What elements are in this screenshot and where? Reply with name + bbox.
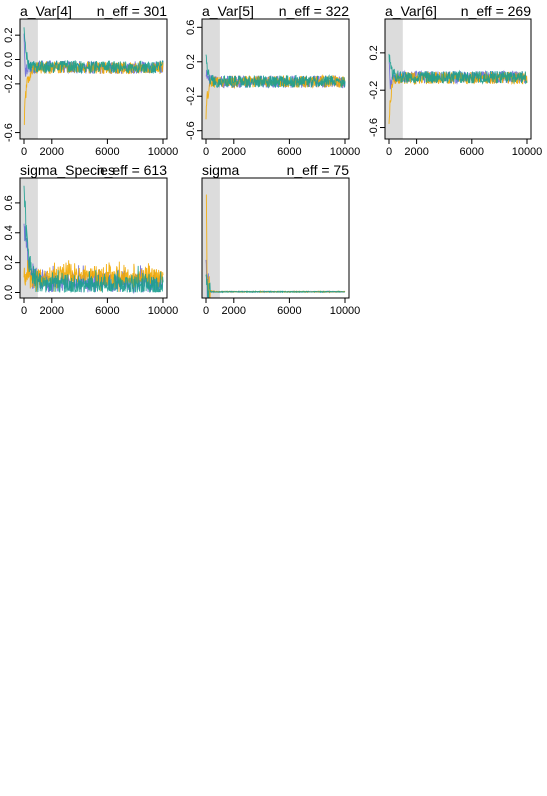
plot-frame	[201, 177, 350, 299]
panel-neff: n_eff = 269	[461, 3, 531, 19]
y-tick-label: -0.6	[368, 118, 380, 137]
traces	[205, 194, 346, 298]
y-tick-label: 0.0	[3, 285, 15, 300]
trace-panel-4: 0 2000 6000 10000 0.0 0.2 0.4 0.6 sigma_Speciesn…	[3, 162, 178, 317]
y-tick-label: 0.2	[3, 28, 15, 43]
x-tick-label: 2000	[222, 305, 246, 317]
panel-neff: n_eff = 301	[97, 3, 167, 19]
x-tick-label: 0	[203, 146, 209, 158]
x-tick-label: 6000	[95, 146, 119, 158]
x-tick-label: 10000	[148, 305, 179, 317]
y-tick-label: 0.6	[3, 195, 15, 210]
plot-frame	[19, 18, 168, 140]
trace-chain-2	[205, 194, 346, 298]
x-tick-label: 2000	[40, 305, 64, 317]
y-tick-label: 0.2	[368, 45, 380, 60]
x-tick-label: 10000	[512, 146, 543, 158]
panel-title: a_Var[6]	[385, 3, 437, 19]
trace-chain-3	[23, 27, 164, 75]
x-tick-label: 6000	[277, 146, 301, 158]
y-tick-label: 0.2	[185, 54, 197, 69]
y-tick-label: -0.2	[368, 81, 380, 100]
plot-frame	[384, 18, 532, 140]
y-tick-label: 0.2	[3, 255, 15, 270]
warmup-shade	[202, 178, 220, 298]
y-tick-label: -0.6	[3, 123, 15, 142]
x-tick-label: 0	[21, 146, 27, 158]
x-tick-label: 10000	[330, 305, 361, 317]
trace-chain-3	[205, 274, 346, 298]
y-tick-label: -0.2	[3, 74, 15, 93]
traces	[23, 27, 164, 126]
trace-chain-1	[205, 259, 346, 298]
panel-title: sigma_Species	[20, 162, 115, 178]
trace-chain-3	[205, 54, 346, 89]
x-tick-label: 10000	[148, 146, 179, 158]
x-tick-label: 0	[21, 305, 27, 317]
trace-panel-1: 0 2000 6000 10000 -0.6 -0.2 0.0 0.2 a_Var[4] n_ef…	[3, 3, 178, 158]
y-tick-label: -0.6	[185, 121, 197, 140]
panel-title: sigma	[202, 162, 240, 178]
trace-panel-3: 0 2000 6000 10000 -0.6 -0.2 0.2 a_Var[6] n_eff =…	[368, 3, 542, 158]
trace-chain-2	[23, 258, 164, 292]
plot-frame	[201, 18, 350, 140]
trace-panel-5: 0 2000 6000 10000 sigma n_eff = 75	[201, 162, 361, 317]
y-tick-label: 0.6	[185, 20, 197, 35]
y-tick-label: 0.0	[3, 52, 15, 67]
trace-chain-3	[23, 185, 164, 293]
x-tick-label: 2000	[222, 146, 246, 158]
x-tick-label: 2000	[404, 146, 428, 158]
plot-frame	[19, 177, 168, 299]
x-tick-label: 2000	[40, 146, 64, 158]
x-tick-label: 6000	[95, 305, 119, 317]
traces	[205, 54, 346, 120]
traces	[23, 185, 164, 295]
y-tick-label: -0.2	[185, 87, 197, 106]
trace-chain-3	[388, 53, 528, 85]
traces	[388, 53, 528, 124]
panel-title: a_Var[5]	[202, 3, 254, 19]
trace-panel-2: 0 2000 6000 10000 -0.6 -0.2 0.2 0.6 a_Var[5] n_ef…	[185, 3, 360, 158]
panel-neff: n_eff = 322	[279, 3, 349, 19]
panel-title: a_Var[4]	[20, 3, 72, 19]
x-tick-label: 10000	[330, 146, 361, 158]
panel-neff: n_eff = 75	[287, 162, 350, 178]
y-tick-label: 0.4	[3, 225, 15, 240]
x-tick-label: 6000	[277, 305, 301, 317]
x-tick-label: 0	[203, 305, 209, 317]
panel-neff: n_eff = 613	[97, 162, 167, 178]
x-tick-label: 0	[386, 146, 392, 158]
x-tick-label: 6000	[460, 146, 484, 158]
